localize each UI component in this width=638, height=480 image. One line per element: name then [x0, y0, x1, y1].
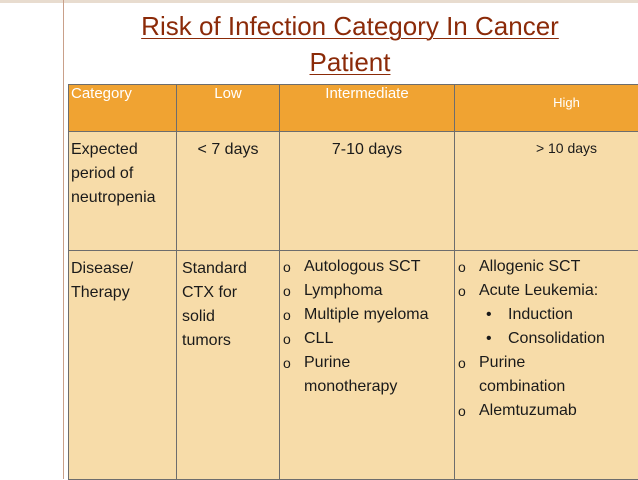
- dot-bullet: •: [486, 303, 492, 327]
- high-sublist: • Induction • Consolidation: [479, 303, 638, 351]
- list-item: o Purine combination: [455, 351, 638, 399]
- top-stripe: [0, 0, 638, 3]
- cell-text-line: Expected: [71, 138, 176, 162]
- cell-category-neutropenia: Expected period of neutropenia: [69, 132, 177, 251]
- list-item: o Acute Leukemia: • Induction • Consolidati…: [455, 279, 638, 351]
- cell-intermediate-neutropenia: 7-10 days: [280, 132, 455, 251]
- cell-text-line: Therapy: [71, 281, 176, 305]
- cell-text-line: Standard: [182, 257, 279, 281]
- sublist-item: • Consolidation: [479, 327, 638, 351]
- cell-text-line: neutropenia: [71, 186, 176, 210]
- list-item-text: Acute Leukemia:: [479, 282, 598, 299]
- cell-category-therapy: Disease/ Therapy: [69, 251, 177, 480]
- list-item-text: Multiple myeloma: [304, 306, 428, 323]
- outline-bullet: o: [458, 255, 466, 279]
- cell-high-neutropenia: > 10 days: [455, 132, 638, 251]
- cell-text-line: tumors: [182, 329, 279, 353]
- list-item-text: Lymphoma: [304, 282, 383, 299]
- slide-title-line1: Risk of Infection Category In Cancer: [70, 8, 630, 44]
- list-item: o Allogenic SCT: [455, 255, 638, 279]
- list-item-text: CLL: [304, 330, 333, 347]
- list-item: o Purine monotherapy: [280, 351, 454, 399]
- cell-intermediate-therapy: o Autologous SCT o Lymphoma o Multiple myel…: [280, 251, 455, 480]
- cell-value: > 10 days: [455, 132, 638, 156]
- intermediate-list: o Autologous SCT o Lymphoma o Multiple myel…: [280, 251, 454, 399]
- header-low: Low: [177, 85, 280, 132]
- outline-bullet: o: [458, 279, 466, 303]
- outline-bullet: o: [283, 279, 291, 303]
- cell-text-line: period of: [71, 162, 176, 186]
- outline-bullet: o: [458, 351, 466, 375]
- outline-bullet: o: [283, 255, 291, 279]
- cell-value: < 7 days: [177, 132, 279, 162]
- cell-text-line: CTX for: [182, 281, 279, 305]
- cell-text-line: solid: [182, 305, 279, 329]
- high-list: o Allogenic SCT o Acute Leukemia: • Inducti…: [455, 251, 638, 423]
- list-item: o Alemtuzumab: [455, 399, 638, 423]
- cell-text-line: Disease/: [71, 257, 176, 281]
- left-rule: [63, 0, 64, 479]
- list-item-text: Purine monotherapy: [304, 354, 397, 395]
- cell-low-neutropenia: < 7 days: [177, 132, 280, 251]
- outline-bullet: o: [283, 303, 291, 327]
- table-row: Disease/ Therapy Standard CTX for solid …: [69, 251, 638, 480]
- table-row: Expected period of neutropenia < 7 days …: [69, 132, 638, 251]
- header-intermediate: Intermediate: [280, 85, 455, 132]
- list-item: o CLL: [280, 327, 454, 351]
- outline-bullet: o: [283, 351, 291, 375]
- slide-title: Risk of Infection Category In Cancer Pat…: [70, 8, 630, 80]
- cell-high-therapy: o Allogenic SCT o Acute Leukemia: • Inducti…: [455, 251, 638, 480]
- cell-low-therapy: Standard CTX for solid tumors: [177, 251, 280, 480]
- list-item: o Lymphoma: [280, 279, 454, 303]
- dot-bullet: •: [486, 327, 492, 351]
- risk-table: Category Low Intermediate High Expected …: [68, 84, 638, 480]
- outline-bullet: o: [458, 399, 466, 423]
- outline-bullet: o: [283, 327, 291, 351]
- table-header-row: Category Low Intermediate High: [69, 85, 638, 132]
- list-item: o Multiple myeloma: [280, 303, 454, 327]
- cell-value: 7-10 days: [280, 132, 454, 162]
- header-high: High: [455, 85, 638, 132]
- list-item: o Autologous SCT: [280, 255, 454, 279]
- list-item-text: Autologous SCT: [304, 258, 421, 275]
- slide-title-line2: Patient: [70, 44, 630, 80]
- list-item-text: Allogenic SCT: [479, 258, 580, 275]
- list-item-text: Alemtuzumab: [479, 402, 577, 419]
- sublist-item-text: Induction: [508, 306, 573, 323]
- sublist-item: • Induction: [479, 303, 638, 327]
- list-item-text: Purine combination: [479, 354, 565, 395]
- sublist-item-text: Consolidation: [508, 330, 605, 347]
- header-category: Category: [69, 85, 177, 132]
